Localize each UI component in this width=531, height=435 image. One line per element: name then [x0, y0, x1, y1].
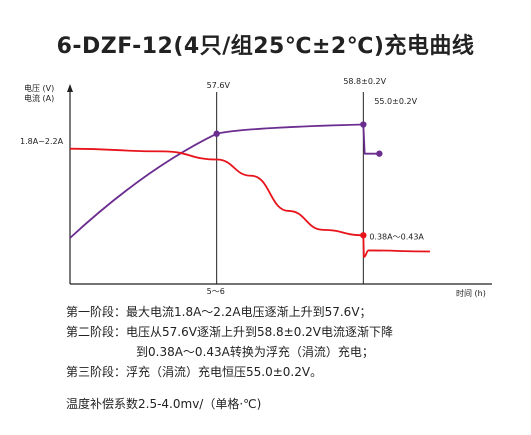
- voltage-point-1: [213, 130, 220, 137]
- voltage-label-58-8: 58.8±0.2V: [343, 77, 386, 86]
- stage2-cont-text: 到0.38A～0.43A转换为浮充（涓流）充电；: [136, 345, 374, 359]
- current-point-1: [360, 232, 367, 239]
- stage1-head: 第一阶段：: [66, 305, 127, 319]
- stage2-head: 第二阶段：: [66, 325, 127, 339]
- voltage-label-57-6: 57.6V: [207, 81, 231, 90]
- chart-title: 6-DZF-12(4只/组25℃±2℃)充电曲线: [56, 34, 475, 59]
- stage2-text: 电压从57.6V逐渐上升到58.8±0.2V电流逐渐下降: [126, 325, 394, 339]
- stage1-line: 第一阶段：最大电流1.8A～2.2A电压逐渐上升到57.6V；: [66, 302, 372, 322]
- current-end-label: 0.38A～0.43A: [369, 232, 424, 241]
- x-axis-label: 时间 (h): [456, 288, 486, 298]
- chart-plot: 电压 (V)电流 (A) 1.8A~2.2A 57.6V 58.8±0.2V 55.0±…: [20, 77, 492, 298]
- temperature-note: 温度补偿系数2.5-4.0mv/（单格·℃): [66, 397, 262, 411]
- y-axis-arrow: [67, 84, 73, 92]
- current-series-line: [69, 147, 431, 258]
- stage3-text: 浮充（涓流）充电恒压55.0±0.2V。: [126, 365, 323, 379]
- voltage-point-3: [376, 150, 383, 157]
- stage2-continuation: 到0.38A～0.43A转换为浮充（涓流）充电；: [136, 342, 374, 362]
- stage1-text: 最大电流1.8A～2.2A电压逐渐上升到57.6V；: [126, 305, 372, 319]
- voltage-label-55-0: 55.0±0.2V: [374, 97, 417, 106]
- voltage-point-2: [360, 121, 367, 128]
- x-tick-label: 5～6: [207, 287, 225, 296]
- current-range-label: 1.8A~2.2A: [20, 137, 64, 146]
- stage3-head: 第三阶段：: [66, 365, 127, 379]
- stage2-line: 第二阶段：电压从57.6V逐渐上升到58.8±0.2V电流逐渐下降: [66, 322, 393, 342]
- y-axis-label-current: 电流 (A): [24, 93, 54, 103]
- voltage-series-line: [69, 123, 382, 239]
- stage3-line: 第三阶段：浮充（涓流）充电恒压55.0±0.2V。: [66, 362, 322, 382]
- y-axis-label-voltage: 电压 (V): [24, 83, 54, 93]
